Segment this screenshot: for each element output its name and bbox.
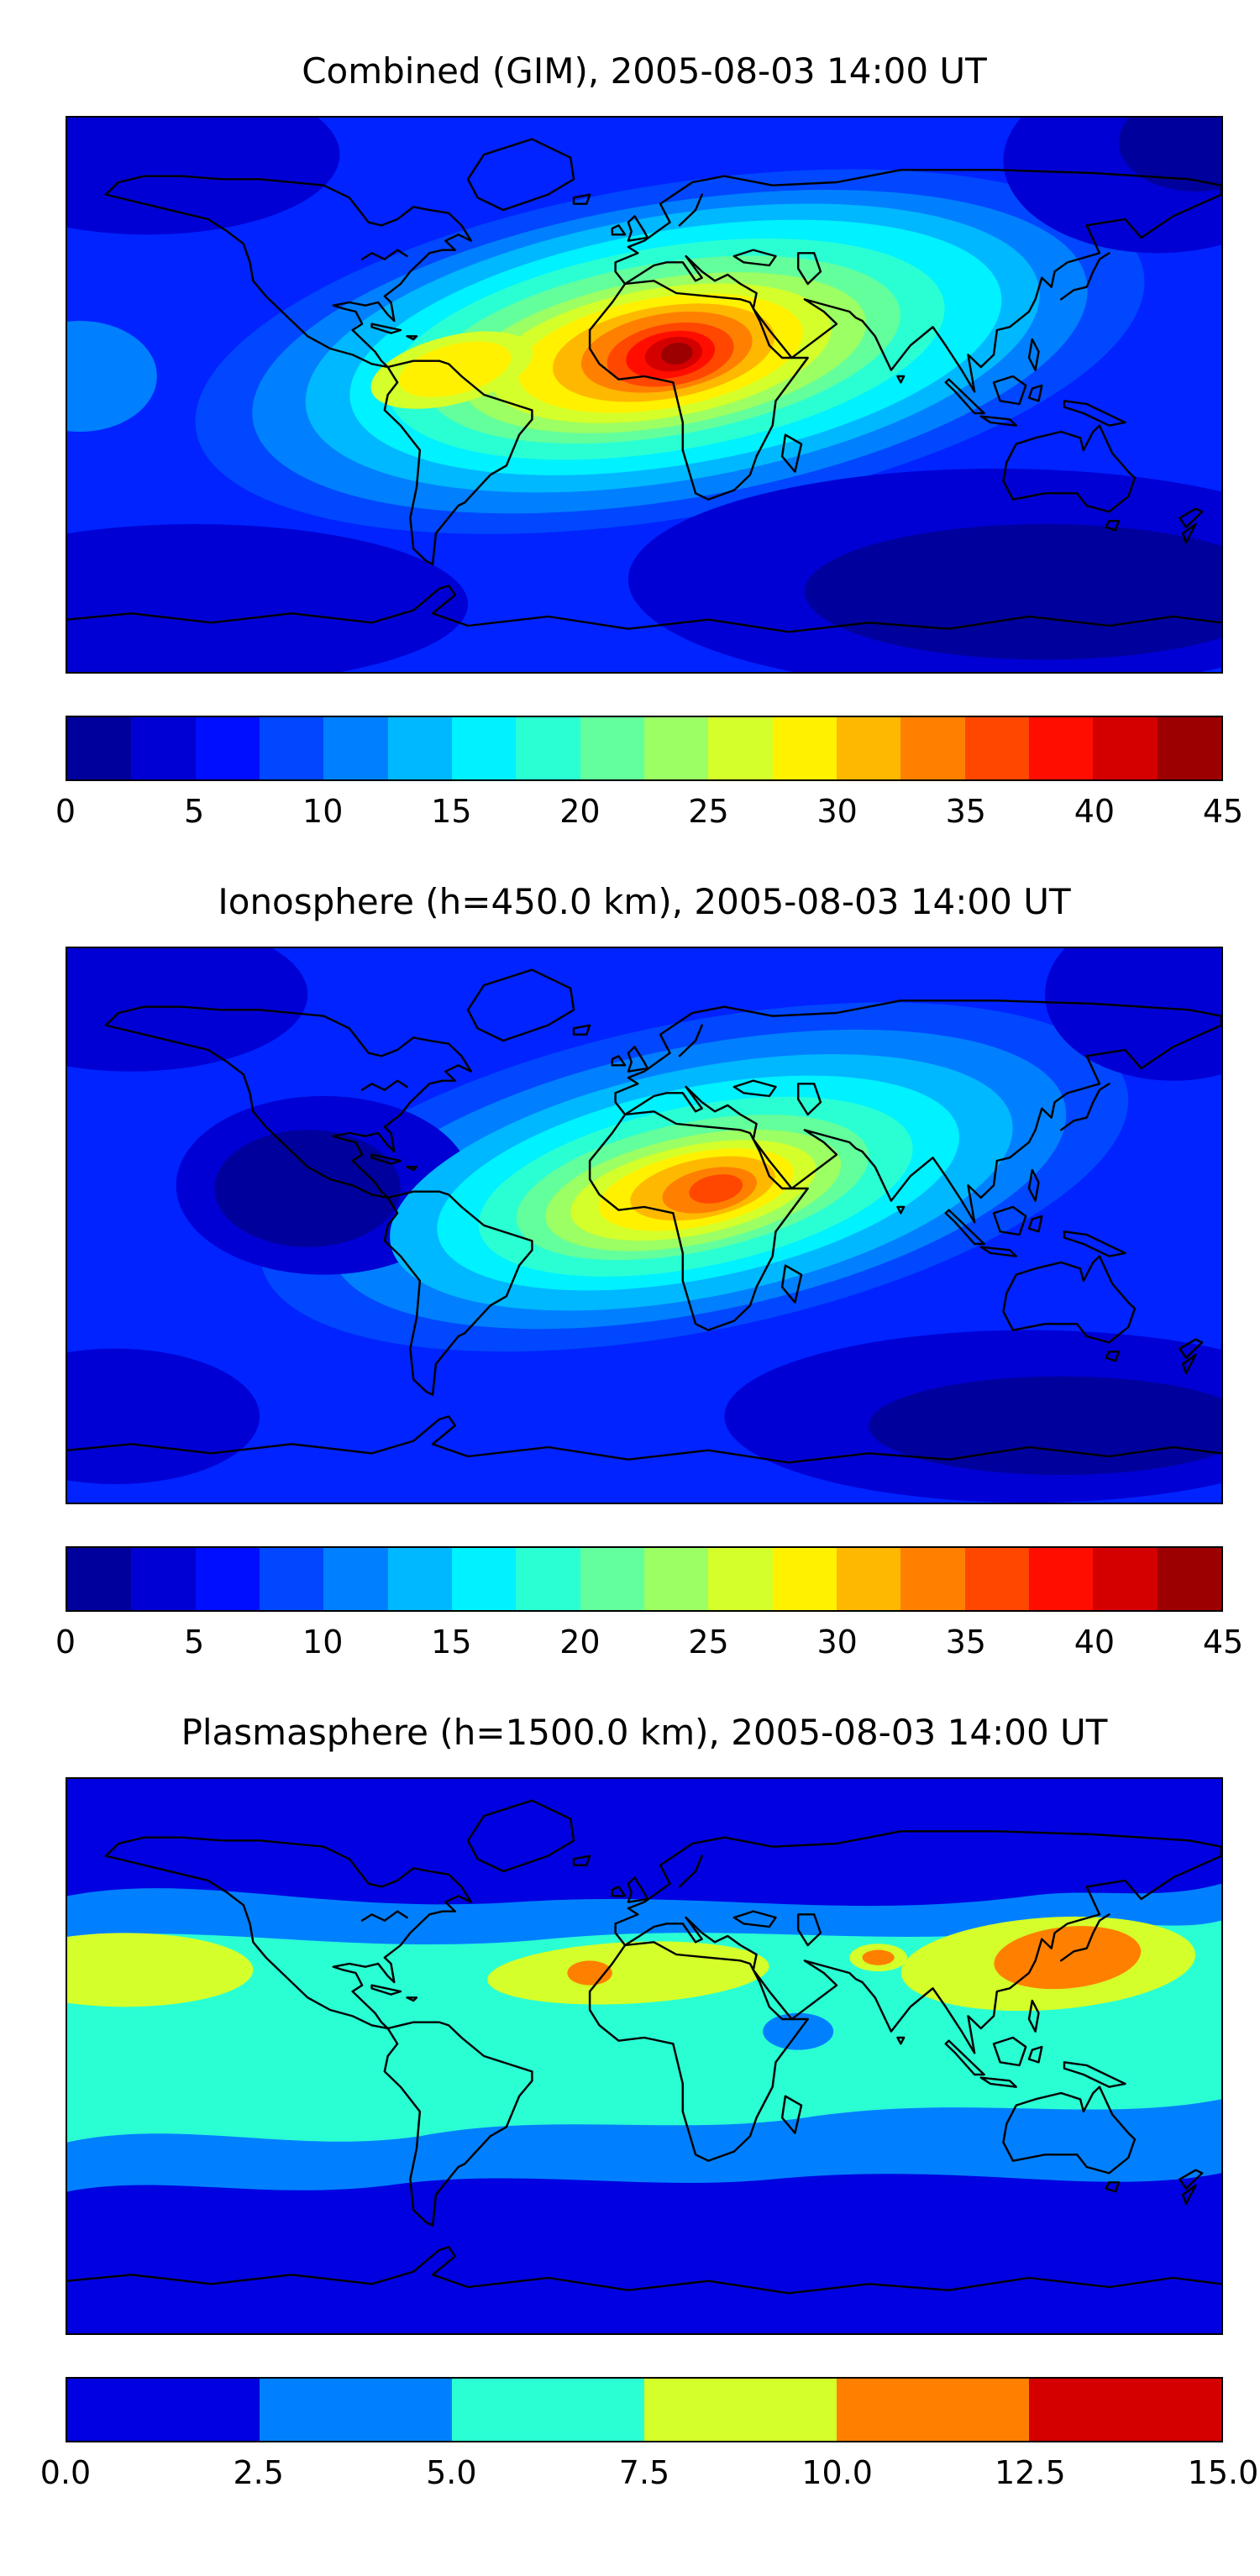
figure-ionosphere: Ionosphere (h=450.0 km), 2005-08-03 14:0… bbox=[55, 881, 1243, 1666]
world-map-combined bbox=[66, 116, 1223, 674]
colorbar-segment bbox=[67, 1548, 132, 1610]
colorbar-tick-label: 12.5 bbox=[995, 2454, 1066, 2491]
colorbar-segment bbox=[259, 717, 324, 779]
colorbar-segment bbox=[1093, 717, 1158, 779]
world-map-ionosphere bbox=[66, 947, 1223, 1504]
colorbar-segment bbox=[451, 1548, 517, 1610]
colorbar-segment bbox=[836, 717, 901, 779]
tec-hotspot bbox=[305, 203, 1040, 493]
colorbar-tick-label: 5.0 bbox=[426, 2454, 477, 2491]
colorbar-segment bbox=[67, 2379, 260, 2441]
colorbar-segment bbox=[195, 717, 260, 779]
colorbar-segment bbox=[195, 1548, 260, 1610]
colorbar-segment bbox=[260, 2379, 452, 2441]
colorbar-tick-label: 0 bbox=[55, 793, 76, 830]
colorbar-segment bbox=[387, 717, 452, 779]
colorbar-tick-label: 10 bbox=[302, 1624, 344, 1660]
colorbar-tick-label: 10 bbox=[302, 793, 344, 830]
colorbar-segment bbox=[1028, 717, 1094, 779]
tec-hotspot bbox=[390, 1054, 1013, 1311]
colorbar-segment bbox=[900, 1548, 965, 1610]
colorbar-segment bbox=[837, 2379, 1029, 2441]
figure-title: Ionosphere (h=450.0 km), 2005-08-03 14:0… bbox=[218, 881, 1071, 922]
colorbar-segment bbox=[323, 1548, 388, 1610]
colorbar-segment bbox=[580, 1548, 644, 1610]
colorbar-segment bbox=[964, 1548, 1029, 1610]
colorbar-segment bbox=[580, 717, 644, 779]
colorbar-segment bbox=[516, 717, 580, 779]
colorbar-tick-label: 25 bbox=[688, 793, 729, 830]
colorbar-tick-label: 10.0 bbox=[801, 2454, 873, 2491]
colorbar-segment bbox=[708, 1548, 773, 1610]
colorbar-segment bbox=[516, 1548, 580, 1610]
plasmasphere-maximum-east-asia bbox=[994, 1926, 1142, 1990]
colorbar-tick-label: 40 bbox=[1074, 1624, 1116, 1660]
colorbar-tick-label: 45 bbox=[1202, 1624, 1244, 1660]
colorbar-tick-label: 15 bbox=[431, 793, 472, 830]
colorbar-tick-label: 7.5 bbox=[618, 2454, 670, 2491]
colorbar-tick-label: 40 bbox=[1074, 793, 1116, 830]
colorbar-segment bbox=[452, 2379, 644, 2441]
colorbar-segment bbox=[1157, 717, 1221, 779]
colorbar-ionosphere bbox=[66, 1546, 1223, 1612]
colorbar-segment bbox=[1028, 1548, 1094, 1610]
colorbar-segment bbox=[643, 1548, 709, 1610]
figure-title: Plasmasphere (h=1500.0 km), 2005-08-03 1… bbox=[181, 1712, 1108, 1753]
tec-contours bbox=[67, 118, 1221, 672]
colorbar-segment bbox=[323, 717, 388, 779]
colorbar-segment bbox=[131, 717, 196, 779]
colorbar-tick-label: 20 bbox=[559, 793, 601, 830]
tec-map-svg bbox=[67, 118, 1221, 672]
tec-map-svg bbox=[67, 948, 1221, 1503]
colorbar-tick-label: 20 bbox=[559, 1624, 601, 1660]
colorbar-segment bbox=[772, 717, 837, 779]
tec-map-svg bbox=[67, 1779, 1221, 2333]
colorbar-tick-label: 30 bbox=[816, 793, 858, 830]
colorbar-segment bbox=[708, 717, 773, 779]
colorbar-segment bbox=[1093, 1548, 1158, 1610]
tec-contours bbox=[67, 948, 1221, 1503]
figure-combined-gim: Combined (GIM), 2005-08-03 14:00 UT bbox=[55, 50, 1243, 835]
colorbar-tick-label: 0.0 bbox=[39, 2454, 92, 2491]
figure-plasmasphere: Plasmasphere (h=1500.0 km), 2005-08-03 1… bbox=[40, 1712, 1259, 2496]
colorbar-tick-label: 5 bbox=[184, 793, 205, 830]
colorbar-tick-label: 35 bbox=[945, 793, 986, 830]
colorbar-segment bbox=[964, 717, 1029, 779]
colorbar-segment bbox=[644, 2379, 837, 2441]
colorbar-tick-label: 2.5 bbox=[233, 2454, 284, 2491]
colorbar-segment bbox=[387, 1548, 452, 1610]
colorbar-plasmasphere bbox=[66, 2377, 1223, 2442]
colorbar-segment bbox=[836, 1548, 901, 1610]
world-map-plasmasphere bbox=[66, 1777, 1223, 2335]
colorbar-segment bbox=[451, 717, 517, 779]
colorbar-tick-label: 5 bbox=[184, 1624, 205, 1660]
colorbar-tick-label: 15 bbox=[431, 1624, 472, 1660]
colorbar-tick-labels: 0 5 10 15 20 25 30 35 40 45 bbox=[55, 788, 1243, 835]
colorbar-tick-label: 30 bbox=[816, 1624, 858, 1660]
colorbar-segment bbox=[1157, 1548, 1221, 1610]
colorbar-segment bbox=[259, 1548, 324, 1610]
colorbar-segment bbox=[1029, 2379, 1221, 2441]
colorbar-tick-label: 35 bbox=[945, 1624, 986, 1660]
colorbar-segment bbox=[772, 1548, 837, 1610]
colorbar-tick-label: 45 bbox=[1202, 793, 1244, 830]
colorbar-combined bbox=[66, 716, 1223, 781]
colorbar-tick-label: 15.0 bbox=[1187, 2454, 1259, 2491]
figure-title: Combined (GIM), 2005-08-03 14:00 UT bbox=[302, 50, 987, 92]
colorbar-tick-label: 25 bbox=[688, 1624, 729, 1660]
colorbar-segment bbox=[900, 717, 965, 779]
colorbar-segment bbox=[643, 717, 709, 779]
colorbar-tick-labels: 0 5 10 15 20 25 30 35 40 45 bbox=[55, 1619, 1243, 1666]
colorbar-tick-labels: 0.0 2.5 5.0 7.5 10.0 12.5 15.0 bbox=[40, 2449, 1259, 2496]
colorbar-segment bbox=[67, 717, 132, 779]
colorbar-tick-label: 0 bbox=[55, 1624, 76, 1660]
colorbar-segment bbox=[131, 1548, 196, 1610]
